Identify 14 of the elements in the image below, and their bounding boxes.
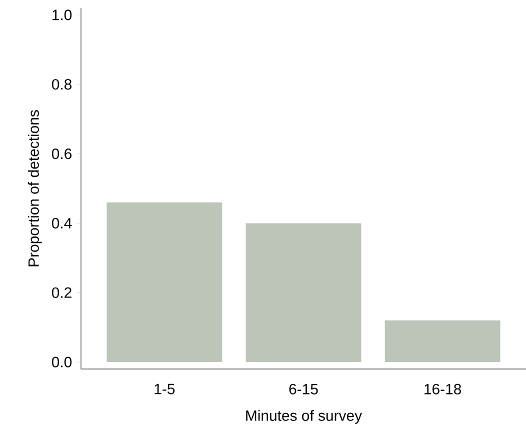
- y-tick-label: 0.0: [52, 356, 72, 368]
- y-tick-label: 0.2: [52, 287, 72, 298]
- x-tick-label: 1-5: [154, 384, 175, 394]
- bar: [384, 320, 500, 362]
- y-tick-label: 1.0: [52, 10, 72, 20]
- bar: [246, 223, 362, 362]
- y-tick-label: 0.6: [52, 148, 72, 160]
- x-axis-title: Minutes of survey: [246, 410, 362, 424]
- y-tick-label: 0.8: [52, 79, 72, 90]
- x-tick-label: 16-18: [424, 384, 462, 394]
- x-tick-label: 6-15: [289, 384, 318, 394]
- bar: [106, 202, 222, 362]
- y-axis-title: Proportion of detections: [28, 110, 42, 266]
- y-tick-label: 0.4: [52, 218, 72, 228]
